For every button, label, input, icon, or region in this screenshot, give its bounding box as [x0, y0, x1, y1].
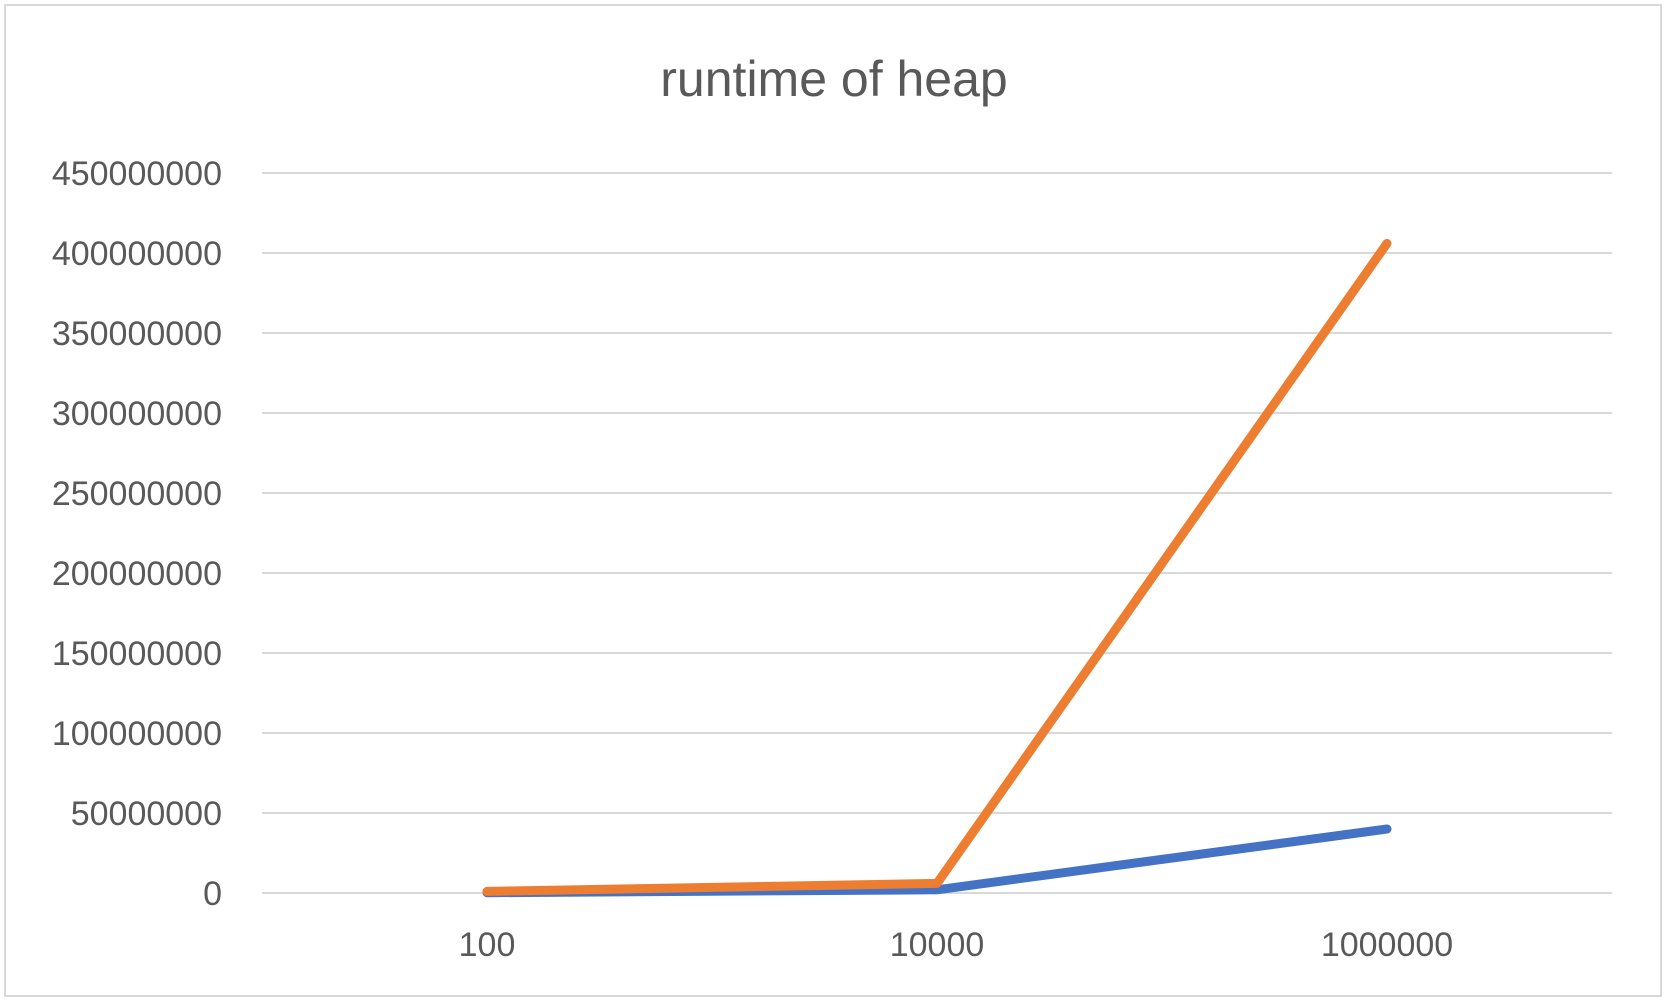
y-tick-label: 450000000: [52, 155, 222, 193]
series-lines: [482, 238, 1392, 898]
series-line-2: [482, 238, 1392, 896]
x-tick-label: 100: [459, 926, 516, 964]
y-tick-label: 150000000: [52, 635, 222, 673]
chart-title: runtime of heap: [660, 51, 1007, 107]
y-axis-tick-labels: 0 50000000 100000000 150000000 200000000 2500…: [52, 155, 222, 913]
y-tick-label: 100000000: [52, 715, 222, 753]
y-tick-label: 50000000: [71, 795, 222, 833]
y-tick-label: 300000000: [52, 395, 222, 433]
gridlines: [262, 172, 1612, 894]
y-tick-label: 350000000: [52, 315, 222, 353]
y-tick-label: 400000000: [52, 235, 222, 273]
x-axis-tick-labels: 100 10000 1000000: [459, 926, 1454, 964]
x-tick-label: 10000: [890, 926, 985, 964]
y-tick-label: 250000000: [52, 475, 222, 513]
x-tick-label: 1000000: [1321, 926, 1453, 964]
y-tick-label: 0: [203, 875, 222, 913]
y-tick-label: 200000000: [52, 555, 222, 593]
